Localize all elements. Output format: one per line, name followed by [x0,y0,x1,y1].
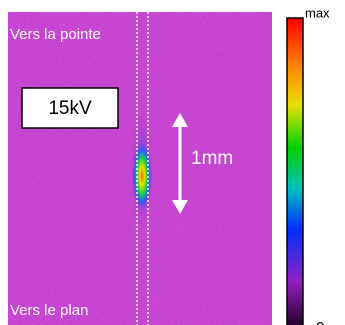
voltage-box [21,87,119,129]
scale-arrow [172,113,188,214]
voltage-label: 15kV [48,98,92,119]
colorbar-min: 0 [316,319,324,325]
scale-label: 1mm [191,148,233,169]
intensity-map [8,12,272,325]
bottom-label: Vers le plan [10,302,88,319]
colorbar [286,17,304,325]
colorbar-max: max [305,5,330,20]
top-label: Vers la pointe [10,26,101,43]
